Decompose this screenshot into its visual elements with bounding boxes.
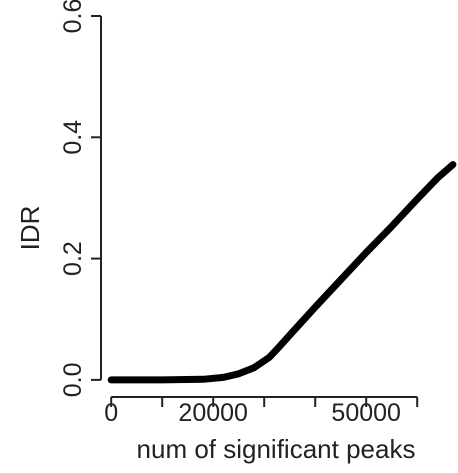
x-ticks: 0 20000 50000: [104, 397, 419, 427]
x-tick-label: 50000: [331, 399, 401, 427]
y-tick-label: 0.6: [59, 0, 87, 33]
y-axis-label: IDR: [15, 206, 45, 251]
axes: [100, 16, 418, 398]
idr-series-line: [107, 161, 457, 384]
x-axis-label: num of significant peaks: [137, 434, 416, 464]
series-layer: [107, 161, 457, 384]
y-tick-label: 0.2: [59, 241, 87, 276]
x-tick-label: 20000: [178, 399, 248, 427]
y-tick-label: 0.4: [59, 120, 87, 155]
x-tick-label: 0: [104, 399, 118, 427]
y-ticks: 0.0 0.2 0.4 0.6: [59, 0, 101, 397]
y-tick-label: 0.0: [59, 362, 87, 397]
